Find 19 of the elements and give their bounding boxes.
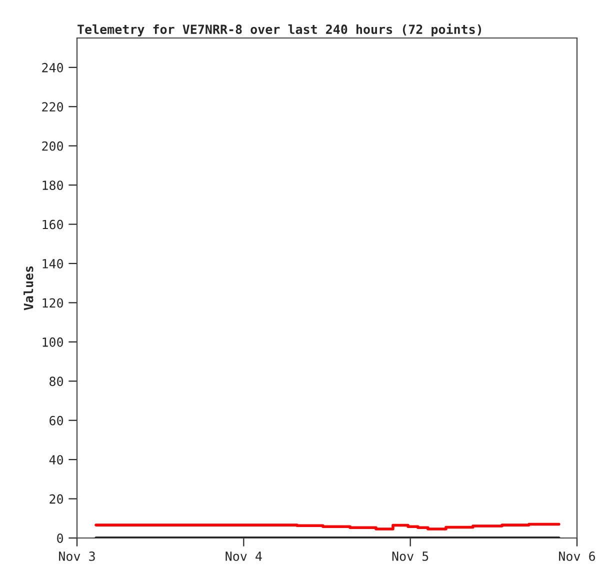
x-tick-label: Nov 3 xyxy=(59,551,95,561)
y-tick-label: 160 xyxy=(42,220,63,230)
y-axis-title: Values xyxy=(24,266,34,310)
y-tick-label: 100 xyxy=(42,337,63,347)
y-tick-label: 0 xyxy=(57,534,63,543)
chart-title: Telemetry for VE7NRR-8 over last 240 hours (72 points) xyxy=(78,24,482,36)
y-tick-label: 180 xyxy=(42,180,63,190)
y-tick-label: 40 xyxy=(49,455,63,465)
y-tick-label: 80 xyxy=(50,376,63,386)
x-tick-label: Nov 4 xyxy=(226,552,262,561)
y-tick-label: 140 xyxy=(42,258,63,268)
x-tick-label: Nov 6 xyxy=(559,551,596,561)
y-tick-label: 60 xyxy=(50,416,63,426)
y-tick-label: 200 xyxy=(42,141,63,151)
y-tick-label: 20 xyxy=(50,494,63,504)
y-tick-label: 240 xyxy=(42,62,63,72)
y-tick-label: 220 xyxy=(42,102,63,112)
x-tick-label: Nov 5 xyxy=(392,552,428,561)
y-tick-label: 120 xyxy=(42,298,63,308)
